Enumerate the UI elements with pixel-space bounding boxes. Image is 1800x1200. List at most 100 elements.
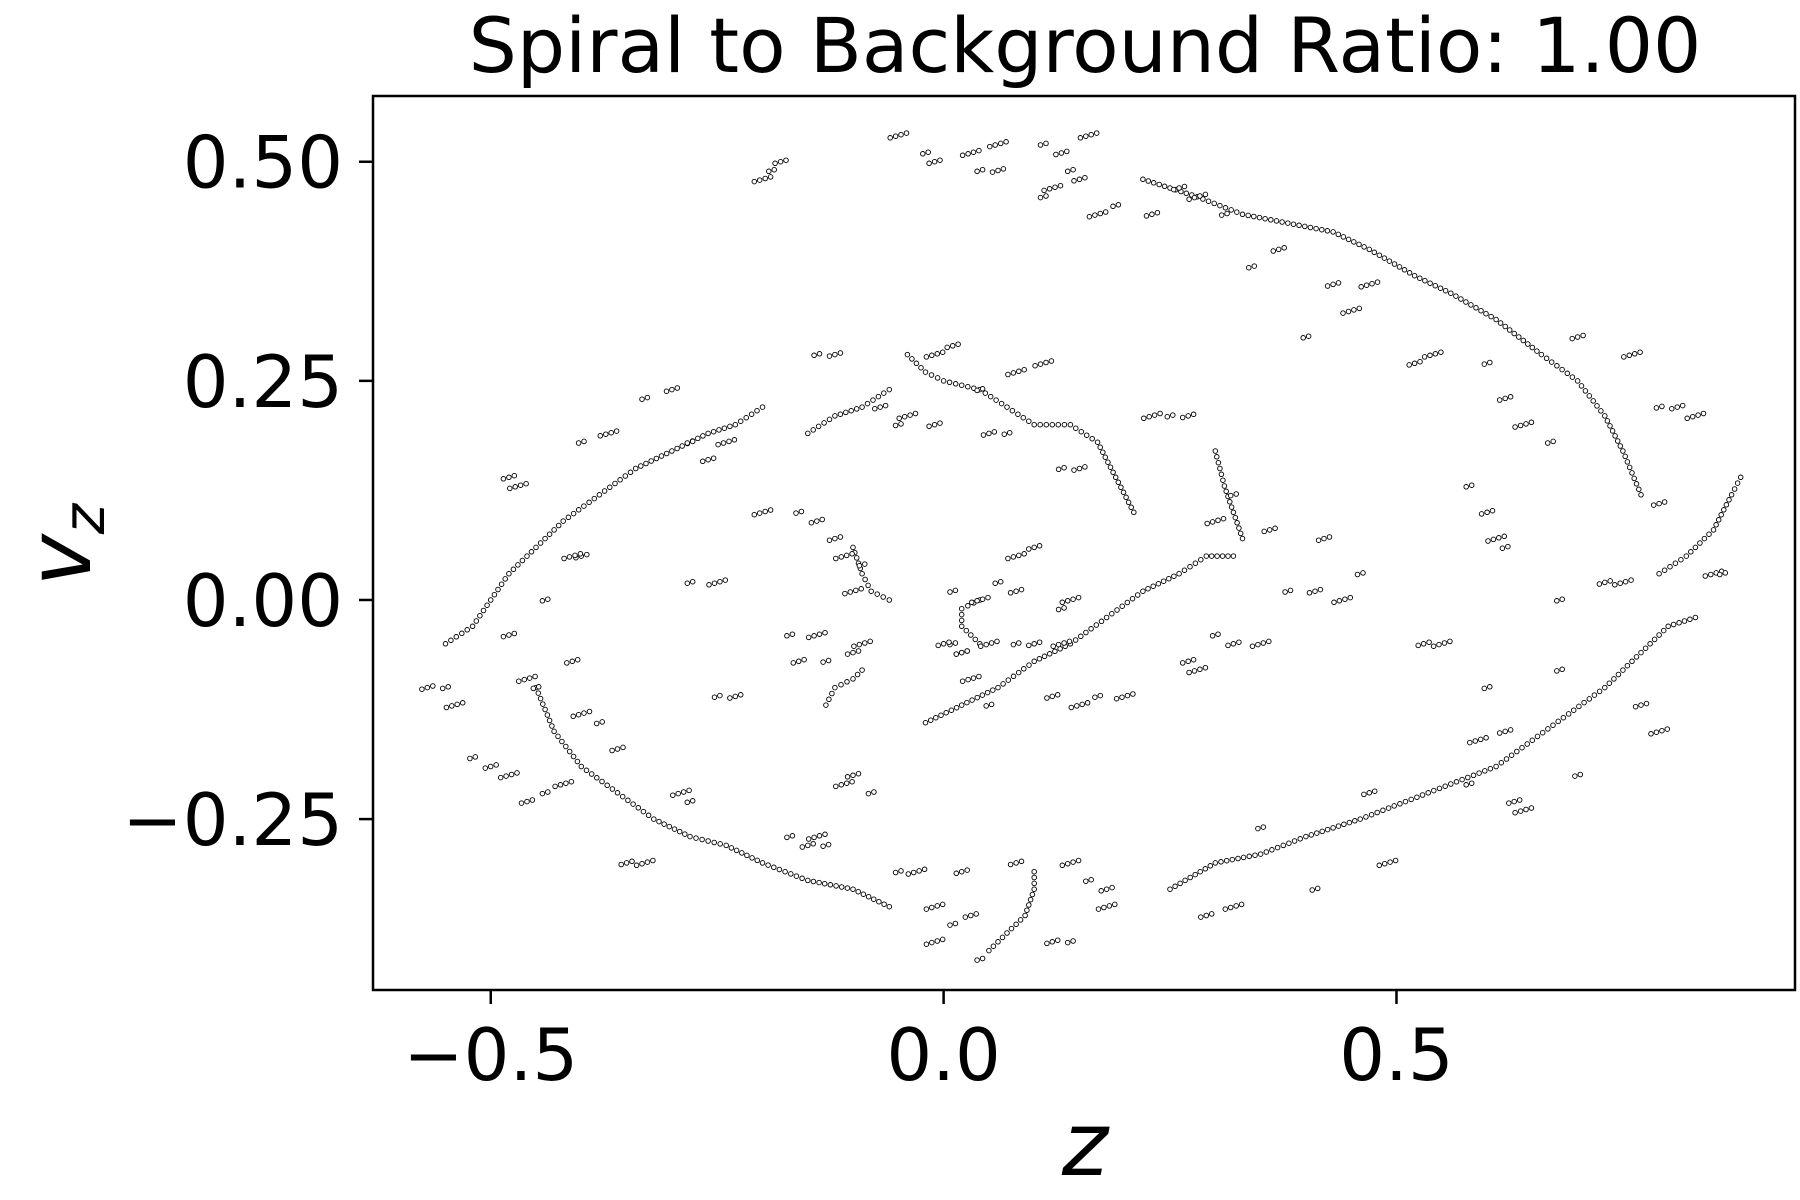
data-point bbox=[1661, 567, 1668, 573]
data-point bbox=[799, 844, 806, 850]
data-point bbox=[994, 638, 1000, 645]
data-point bbox=[1183, 190, 1190, 197]
data-point bbox=[933, 714, 939, 721]
data-point bbox=[805, 836, 812, 842]
data-point bbox=[1507, 727, 1514, 733]
data-point bbox=[1204, 520, 1210, 527]
data-point bbox=[1246, 853, 1253, 860]
data-point bbox=[1050, 643, 1056, 649]
data-point bbox=[1351, 307, 1357, 313]
data-point bbox=[748, 411, 755, 417]
data-point bbox=[826, 416, 833, 423]
data-point bbox=[886, 386, 893, 393]
data-point bbox=[1574, 378, 1581, 384]
data-point bbox=[540, 701, 546, 707]
data-point bbox=[1458, 296, 1464, 302]
data-point bbox=[916, 868, 922, 874]
data-point bbox=[1217, 202, 1223, 209]
data-point bbox=[1220, 515, 1227, 522]
data-point bbox=[1123, 494, 1129, 501]
data-point bbox=[619, 793, 626, 800]
data-point bbox=[699, 458, 706, 465]
data-point bbox=[1387, 859, 1393, 865]
data-point bbox=[693, 835, 699, 841]
data-point bbox=[1326, 534, 1333, 540]
data-point bbox=[612, 480, 618, 487]
data-point bbox=[545, 596, 551, 602]
data-point bbox=[1426, 639, 1432, 645]
data-point bbox=[635, 805, 642, 811]
data-point bbox=[1230, 553, 1237, 559]
data-point bbox=[1604, 418, 1611, 424]
data-point bbox=[1190, 656, 1197, 663]
data-point bbox=[1431, 787, 1437, 794]
data-point bbox=[1024, 907, 1030, 913]
data-point bbox=[776, 866, 783, 873]
data-point bbox=[1031, 658, 1037, 665]
data-point bbox=[1224, 210, 1230, 217]
data-point bbox=[1064, 860, 1071, 867]
data-point bbox=[1097, 692, 1104, 699]
data-point bbox=[946, 379, 953, 386]
data-point bbox=[1052, 184, 1058, 190]
data-point bbox=[623, 860, 630, 866]
data-point bbox=[844, 885, 851, 891]
data-point bbox=[892, 422, 899, 429]
data-point bbox=[990, 943, 997, 949]
data-point bbox=[1306, 590, 1313, 596]
data-point bbox=[814, 518, 820, 524]
data-point bbox=[887, 135, 893, 141]
data-point bbox=[506, 570, 512, 577]
y-tick-label: 0.25 bbox=[183, 340, 343, 424]
data-point bbox=[1010, 554, 1017, 560]
data-point bbox=[1638, 702, 1644, 708]
data-point bbox=[732, 693, 739, 700]
data-point bbox=[443, 704, 450, 711]
data-point bbox=[1516, 334, 1522, 340]
data-point bbox=[1570, 707, 1577, 713]
data-point bbox=[882, 402, 889, 409]
data-point bbox=[1324, 228, 1331, 234]
data-point bbox=[1149, 211, 1155, 218]
data-point bbox=[726, 438, 732, 445]
data-point bbox=[790, 660, 797, 666]
data-point bbox=[593, 720, 600, 727]
data-point bbox=[1512, 809, 1518, 816]
data-point bbox=[1234, 209, 1240, 215]
data-point bbox=[844, 651, 851, 657]
data-point bbox=[1114, 607, 1120, 613]
data-point bbox=[524, 798, 530, 805]
data-point bbox=[1420, 641, 1427, 647]
data-point bbox=[1119, 694, 1125, 700]
data-point bbox=[1214, 553, 1220, 559]
data-point bbox=[983, 703, 989, 709]
data-point bbox=[1324, 283, 1331, 289]
data-point bbox=[816, 351, 823, 357]
data-point bbox=[551, 728, 557, 735]
data-point bbox=[1075, 857, 1082, 864]
data-point bbox=[965, 151, 971, 157]
y-axis-label-subscript: z bbox=[50, 502, 118, 535]
data-point bbox=[1177, 880, 1183, 887]
data-point bbox=[542, 535, 548, 542]
data-point bbox=[997, 140, 1004, 147]
data-point bbox=[1223, 857, 1230, 864]
data-point bbox=[645, 812, 652, 819]
data-point bbox=[561, 555, 567, 562]
data-point bbox=[472, 754, 479, 760]
data-point bbox=[1319, 828, 1325, 835]
data-point bbox=[805, 634, 812, 641]
data-point bbox=[1314, 885, 1321, 892]
data-point bbox=[844, 774, 851, 780]
data-point bbox=[811, 834, 817, 841]
data-point bbox=[847, 589, 854, 595]
data-point bbox=[1341, 821, 1347, 828]
data-point bbox=[820, 659, 826, 665]
data-point bbox=[825, 841, 832, 848]
data-point bbox=[1308, 832, 1315, 838]
data-point bbox=[970, 149, 977, 155]
data-point bbox=[565, 514, 572, 521]
data-point bbox=[663, 388, 670, 394]
data-point bbox=[987, 393, 994, 400]
data-point bbox=[581, 710, 587, 716]
